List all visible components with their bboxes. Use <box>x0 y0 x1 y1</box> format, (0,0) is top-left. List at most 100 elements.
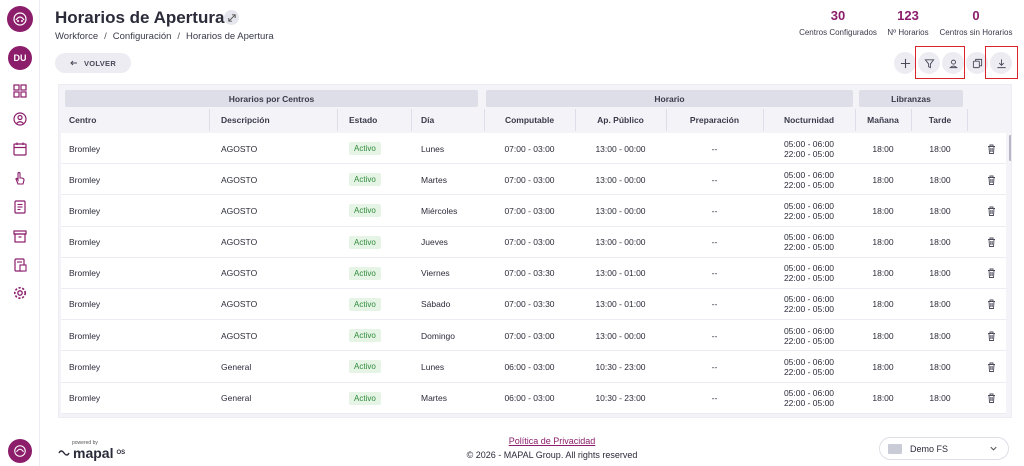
vertical-scrollbar[interactable] <box>1009 135 1011 161</box>
column-header[interactable]: Ap. Público <box>597 115 644 125</box>
cell-computable: 07:00 - 03:00 <box>504 174 555 185</box>
cell-dia: Martes <box>421 174 447 185</box>
privacy-policy-link[interactable]: Política de Privacidad <box>508 436 596 446</box>
column-header[interactable]: Centro <box>69 115 97 125</box>
settings-gear-icon[interactable] <box>11 284 29 302</box>
reports-icon[interactable] <box>11 256 29 274</box>
table-row[interactable]: Bromley AGOSTO Activo Lunes 07:00 - 03:00 13:… <box>61 133 1006 165</box>
trash-icon <box>987 175 995 185</box>
breadcrumb-item[interactable]: Workforce <box>55 31 99 42</box>
document-icon[interactable] <box>11 198 29 216</box>
people-icon[interactable] <box>11 110 29 128</box>
cell-estado: Activo <box>349 195 409 226</box>
copyright-text: © 2026 - MAPAL Group. All rights reserve… <box>466 450 638 460</box>
cell-preparacion: -- <box>711 299 718 310</box>
delete-button[interactable] <box>979 133 1003 164</box>
stat-value: 123 <box>897 8 919 23</box>
table-body: Bromley AGOSTO Activo Lunes 07:00 - 03:00 13:… <box>61 133 1006 414</box>
delete-button[interactable] <box>979 289 1003 320</box>
archive-icon[interactable] <box>11 227 29 245</box>
nocturnidad-line: 22:00 - 05:00 <box>783 273 835 284</box>
cell-manana: 18:00 <box>872 393 894 403</box>
cell-estado: Activo <box>349 258 409 289</box>
cell-preparacion: -- <box>711 268 718 279</box>
calendar-icon[interactable] <box>11 140 29 158</box>
cell-noct: 05:00 - 06:00 22:00 - 05:00 <box>764 133 854 164</box>
nocturnidad-line: 22:00 - 05:00 <box>783 179 835 190</box>
add-button[interactable] <box>894 52 916 74</box>
table-row[interactable]: Bromley AGOSTO Activo Viernes 07:00 - 03:30 1… <box>61 257 1006 289</box>
user-filter-button[interactable] <box>942 52 964 74</box>
delete-button[interactable] <box>979 195 1003 226</box>
column-header[interactable]: Descripción <box>221 115 270 125</box>
filter-button[interactable] <box>918 52 940 74</box>
delete-button[interactable] <box>979 351 1003 382</box>
app-logo-icon[interactable] <box>7 6 33 32</box>
column-divider <box>666 109 667 131</box>
nocturnidad-line: 05:00 - 06:00 <box>783 325 835 336</box>
cell-dia: Lunes <box>421 361 445 372</box>
company-selector[interactable]: Demo FS <box>879 437 1009 460</box>
table-row[interactable]: Bromley AGOSTO Activo Sábado 07:00 - 03:30 13… <box>61 288 1006 321</box>
table-row[interactable]: Bromley AGOSTO Activo Martes 07:00 - 03:00 13… <box>61 164 1006 196</box>
column-header[interactable]: Mañana <box>867 115 899 125</box>
cell-estado: Activo <box>349 133 409 164</box>
cell-preparacion: -- <box>711 237 718 248</box>
status-badge: Activo <box>349 329 381 343</box>
cell-publico: 13:00 - 00:00 <box>595 205 646 216</box>
trash-icon <box>987 206 995 216</box>
cell-noct: 05:00 - 06:00 22:00 - 05:00 <box>764 351 854 382</box>
delete-button[interactable] <box>979 383 1003 414</box>
hand-pointer-icon[interactable] <box>11 169 29 187</box>
powered-by-text: powered by <box>72 440 98 446</box>
table-row[interactable]: Bromley General Activo Martes 06:00 - 03:00 1… <box>61 382 1006 414</box>
table-row[interactable]: Bromley AGOSTO Activo Jueves 07:00 - 03:00 13… <box>61 226 1006 258</box>
column-divider <box>855 109 856 131</box>
copy-button[interactable] <box>966 52 988 74</box>
status-badge: Activo <box>349 391 381 405</box>
user-avatar[interactable]: DU <box>8 46 32 70</box>
column-header[interactable]: Preparación <box>689 115 740 125</box>
delete-button[interactable] <box>979 164 1003 195</box>
column-header[interactable]: Tarde <box>928 115 952 125</box>
breadcrumb: Workforce / Configuración / Horarios de Aper… <box>55 31 274 42</box>
status-badge: Activo <box>349 235 381 249</box>
download-button[interactable] <box>990 52 1012 74</box>
column-header[interactable]: Computable <box>504 115 555 125</box>
column-header[interactable]: Nocturnidad <box>783 115 835 125</box>
back-button[interactable]: VOLVER <box>55 53 131 73</box>
cell-noct: 05:00 - 06:00 22:00 - 05:00 <box>764 320 854 351</box>
cell-manana: 18:00 <box>872 299 894 310</box>
breadcrumb-item[interactable]: Configuración <box>112 31 172 42</box>
table-row[interactable]: Bromley AGOSTO Activo Domingo 07:00 - 03:00 1… <box>61 320 1006 352</box>
group-header: Libranzas <box>859 90 963 107</box>
cell-descripcion: AGOSTO <box>221 299 258 310</box>
column-header[interactable]: Día <box>421 115 435 125</box>
column-divider <box>575 109 576 131</box>
cell-estado: Activo <box>349 164 409 195</box>
dashboard-icon[interactable] <box>11 82 29 100</box>
table-row[interactable]: Bromley General Activo Lunes 06:00 - 03:00 10… <box>61 351 1006 383</box>
mapal-logo-icon[interactable] <box>8 439 32 463</box>
trash-icon <box>987 299 995 310</box>
download-icon <box>996 58 1006 68</box>
trash-icon <box>987 237 995 248</box>
cell-publico: 10:30 - 23:00 <box>595 361 646 372</box>
trash-icon <box>987 268 995 279</box>
nocturnidad-line: 22:00 - 05:00 <box>783 242 835 253</box>
delete-button[interactable] <box>979 227 1003 258</box>
plus-icon <box>900 58 910 68</box>
column-divider <box>337 109 338 131</box>
stat-num-horarios: 123 Nº Horarios <box>884 8 932 37</box>
delete-button[interactable] <box>979 258 1003 289</box>
edit-title-button[interactable] <box>224 10 239 25</box>
column-header[interactable]: Estado <box>349 115 378 125</box>
cell-publico: 13:00 - 01:00 <box>595 299 646 310</box>
delete-button[interactable] <box>979 320 1003 351</box>
highlight-box <box>985 46 1018 79</box>
table-row[interactable]: Bromley AGOSTO Activo Miércoles 07:00 - 03:0… <box>61 195 1006 227</box>
column-divider <box>911 109 912 131</box>
nocturnidad-line: 05:00 - 06:00 <box>783 200 835 211</box>
cell-dia: Miércoles <box>421 205 458 216</box>
column-divider <box>484 109 485 131</box>
